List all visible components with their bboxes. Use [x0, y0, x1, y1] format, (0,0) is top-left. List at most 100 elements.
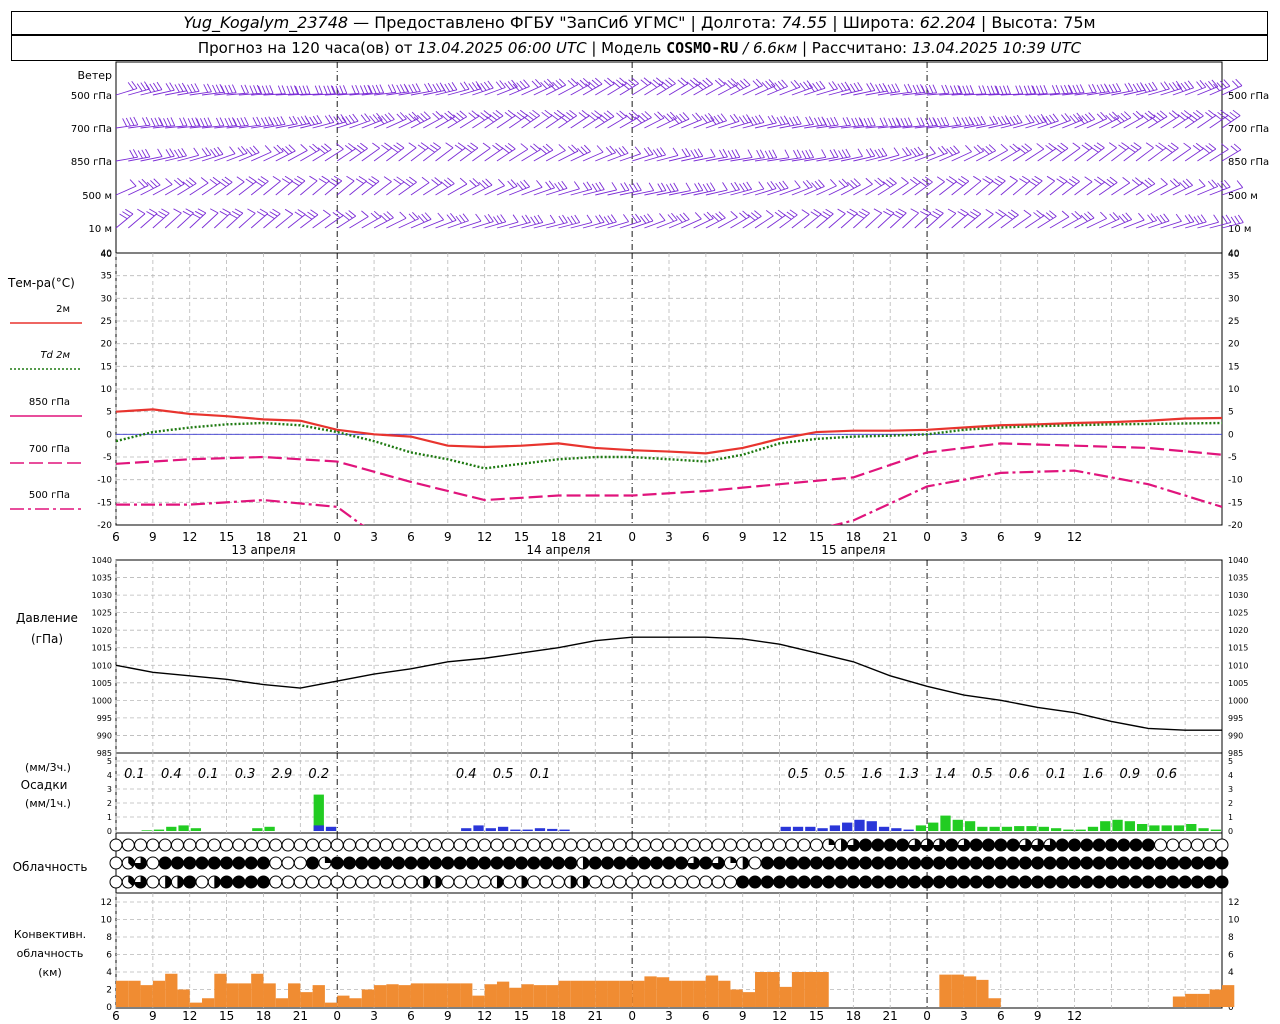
- cloud-symbol: [723, 875, 737, 889]
- wind-barb-feather: [1006, 85, 1011, 95]
- cloud-symbol: [207, 856, 221, 870]
- wind-barb: [840, 155, 863, 162]
- cloud-fill: [1093, 876, 1106, 888]
- cloud-circle: [723, 838, 737, 852]
- conv-bar: [656, 977, 669, 1007]
- wind-barb-feather: [917, 146, 924, 155]
- wind-barb: [631, 220, 654, 229]
- wind-barb-feather: [182, 210, 192, 216]
- cloud-symbol: [809, 875, 823, 889]
- wind-barb-feather: [411, 111, 419, 119]
- cloud-symbol: [625, 838, 639, 852]
- temp-ytick-right: 20: [1228, 340, 1240, 350]
- wind-barb: [373, 147, 393, 162]
- wind-level-left: 700 гПа: [71, 124, 112, 135]
- wind-barb: [337, 92, 360, 96]
- wind-barb-feather: [829, 149, 835, 158]
- cloud-fill: [1031, 857, 1044, 869]
- wind-barb-feather: [898, 208, 907, 214]
- wind-barb-feather: [379, 84, 385, 93]
- wind-barb: [582, 115, 602, 129]
- wind-bottom-tick: 40: [1228, 250, 1240, 260]
- conv-bar: [116, 980, 129, 1007]
- wind-barb: [509, 86, 530, 96]
- wind-barb-feather: [849, 208, 858, 214]
- cloud-circle: [662, 838, 676, 852]
- wind-barb-feather: [265, 85, 270, 94]
- cloud-symbol: [797, 875, 811, 889]
- wind-barb-feather: [611, 182, 618, 191]
- x-tick-label: 9: [739, 530, 747, 544]
- wind-barb-feather: [976, 144, 984, 152]
- cloud-fill: [466, 857, 479, 869]
- wind-barb: [128, 88, 150, 96]
- cloud-symbol: [1055, 875, 1069, 889]
- wind-level-left: 10 м: [89, 224, 112, 235]
- wind-barb-feather: [622, 146, 629, 154]
- wind-barb: [926, 212, 944, 229]
- cloud-fill: [798, 857, 811, 869]
- wind-barb: [1074, 181, 1093, 196]
- wind-barb-feather: [188, 177, 197, 184]
- cloud-symbol: [539, 856, 553, 870]
- wind-barb-feather: [1196, 81, 1203, 89]
- wind-barb-feather: [786, 211, 795, 218]
- wind-barb-feather: [1109, 176, 1118, 183]
- wind-barb-feather: [1183, 142, 1192, 149]
- cloud-circle: [121, 838, 135, 852]
- wind-barb-feather: [616, 79, 624, 86]
- wind-barb-feather: [1071, 176, 1080, 182]
- precip-bar-liquid: [940, 815, 951, 831]
- wind-barb: [1049, 92, 1072, 96]
- wind-barb-feather: [720, 113, 727, 121]
- press-ytick-left: 990: [97, 731, 112, 740]
- wind-barb-feather: [1061, 210, 1070, 218]
- wind-barb-feather: [910, 208, 919, 214]
- wind-barb-feather: [1197, 215, 1204, 224]
- conv-bar: [570, 980, 583, 1007]
- wind-barb-feather: [260, 117, 266, 127]
- press-ytick-right: 1030: [1228, 591, 1248, 600]
- wind-barb: [595, 189, 617, 196]
- wind-barb-feather: [1018, 85, 1024, 95]
- cloud-fill: [835, 876, 848, 888]
- precip-3h-total: 0.1: [198, 767, 219, 782]
- wind-barb: [791, 214, 810, 229]
- cloud-circle: [674, 875, 688, 889]
- cloud-symbol: [1031, 875, 1045, 889]
- cloud-circle: [244, 838, 258, 852]
- wind-barb: [840, 125, 863, 129]
- precip-bar-solid: [829, 825, 841, 831]
- cloud-symbol: [158, 838, 172, 852]
- cloud-circle: [1215, 838, 1229, 852]
- press-ytick-right: 1015: [1228, 644, 1248, 653]
- cloud-symbol: [551, 856, 565, 870]
- wind-barb: [472, 87, 494, 96]
- wind-barb-feather: [644, 111, 652, 118]
- conv-bar: [251, 973, 264, 1007]
- prec-ytick-left: 5: [107, 757, 112, 766]
- wind-barb-feather: [701, 115, 708, 124]
- wind-level-left: 500 гПа: [71, 91, 112, 102]
- wind-barb-feather: [597, 116, 605, 123]
- wind-barb-feather: [1195, 142, 1204, 150]
- wind-barb-feather: [153, 178, 161, 186]
- precip-3h-total: 0.3: [235, 767, 256, 782]
- wind-barb-feather: [1232, 109, 1241, 116]
- wind-barb-feather: [504, 112, 513, 119]
- wind-barb-feather: [507, 180, 515, 189]
- wind-barb: [435, 183, 455, 196]
- wind-barb: [1061, 147, 1081, 162]
- cloud-symbol: [969, 856, 983, 870]
- wind-barb: [582, 83, 603, 96]
- cloud-symbol: [244, 875, 258, 889]
- wind-barb-feather: [739, 212, 747, 220]
- wind-barb-feather: [1153, 114, 1161, 121]
- conv-bar: [202, 998, 215, 1007]
- conv-ytick-right: 8: [1228, 933, 1234, 943]
- wind-barb: [349, 92, 372, 96]
- conv-bar: [1209, 989, 1222, 1007]
- wind-barb: [668, 118, 690, 129]
- wind-barb-feather: [567, 216, 573, 225]
- wind-barb-feather: [663, 114, 671, 123]
